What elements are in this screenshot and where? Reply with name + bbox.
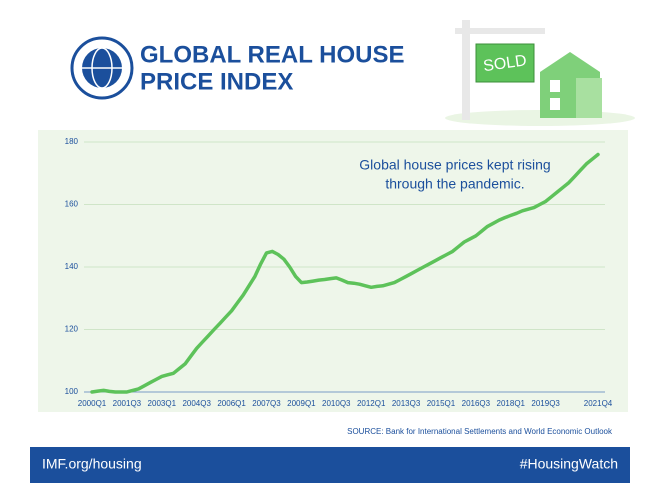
x-tick-label: 2001Q3	[113, 399, 142, 408]
price-line	[90, 152, 600, 394]
house-illustration	[445, 20, 635, 126]
y-tick-label: 160	[65, 200, 79, 209]
footer-bar	[30, 447, 630, 483]
y-tick-label: 100	[65, 387, 79, 396]
x-tick-label: 2021Q4	[584, 399, 613, 408]
annotation: through the pandemic.	[385, 176, 524, 192]
x-tick-label: 2015Q1	[427, 399, 456, 408]
y-tick-label: 140	[65, 262, 79, 271]
x-tick-label: 2006Q1	[217, 399, 246, 408]
x-tick-label: 2012Q1	[357, 399, 386, 408]
y-tick-label: 180	[65, 137, 79, 146]
x-tick-label: 2013Q3	[392, 399, 421, 408]
x-tick-label: 2009Q1	[287, 399, 316, 408]
footer-hashtag: #HousingWatch	[520, 456, 618, 472]
chart-background	[38, 130, 628, 412]
x-tick-label: 2007Q3	[252, 399, 281, 408]
x-tick-label: 2003Q1	[148, 399, 177, 408]
sign-text: SOLD	[482, 52, 528, 75]
x-tick-label: 2019Q3	[531, 399, 560, 408]
logo	[70, 36, 134, 100]
annotation: Global house prices kept rising	[359, 157, 550, 173]
chart-title: PRICE INDEX	[140, 68, 293, 95]
x-tick-label: 2010Q3	[322, 399, 351, 408]
chart-title: GLOBAL REAL HOUSE	[140, 41, 404, 68]
source: SOURCE: Bank for International Settlemen…	[347, 427, 613, 436]
x-tick-label: 2000Q1	[78, 399, 107, 408]
x-tick-label: 2004Q3	[182, 399, 211, 408]
x-tick-label: 2016Q3	[462, 399, 491, 408]
y-tick-label: 120	[65, 325, 79, 334]
x-tick-label: 2018Q1	[497, 399, 526, 408]
footer-link: IMF.org/housing	[42, 456, 142, 472]
